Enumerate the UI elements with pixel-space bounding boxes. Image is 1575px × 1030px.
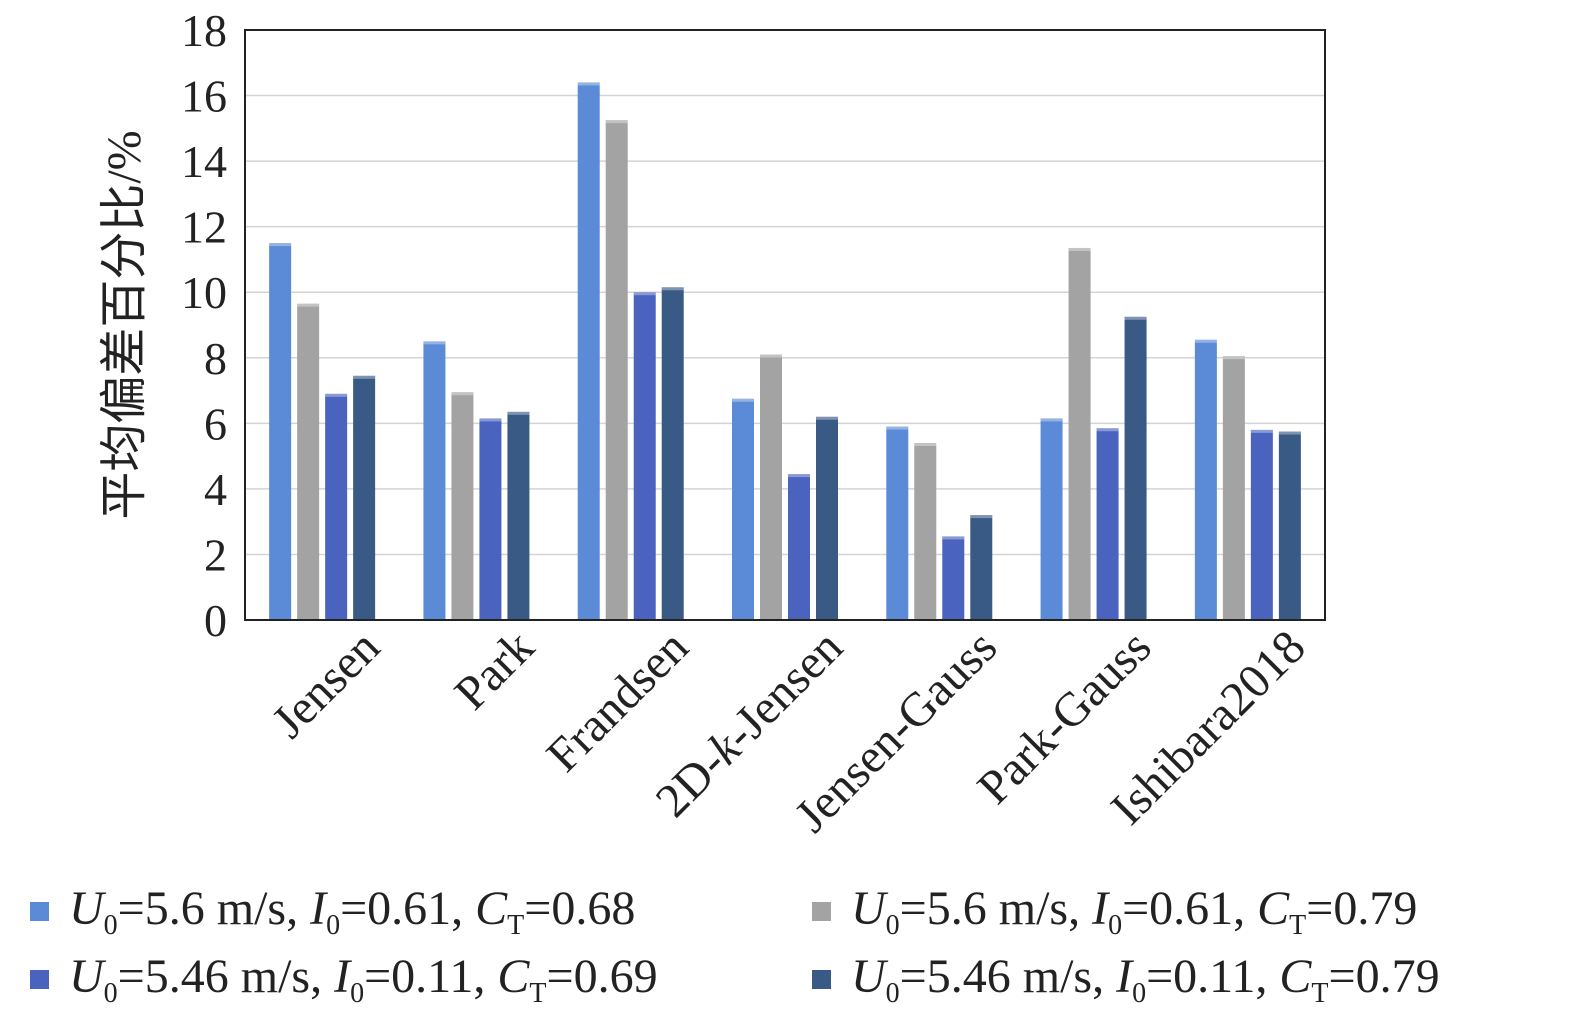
plot-frame (244, 29, 1326, 621)
bar (1124, 316, 1147, 620)
legend-item: U0=5.6 m/s, I0=0.61, CT=0.79 (812, 880, 1417, 942)
bar-highlight (914, 443, 937, 446)
bar-highlight (942, 536, 965, 540)
bar-highlight (423, 341, 446, 345)
legend: U0=5.6 m/s, I0=0.61, CT=0.68 U0=5.6 m/s,… (30, 880, 1560, 1020)
bar-highlight (1278, 431, 1301, 435)
bar-highlight (353, 375, 376, 379)
bar (1250, 429, 1273, 620)
bar-highlight (605, 120, 628, 124)
x-tick-label: Park (445, 620, 545, 720)
bar (760, 354, 782, 620)
y-tick-label: 14 (181, 136, 227, 187)
legend-label: U0=5.46 m/s, I0=0.11, CT=0.79 (851, 949, 1440, 1009)
bar-highlight (760, 354, 782, 358)
bar-highlight (1068, 247, 1091, 251)
bar (507, 411, 530, 620)
bar-highlight (507, 411, 530, 415)
y-tick-label: 6 (204, 398, 227, 449)
legend-label: U0=5.6 m/s, I0=0.61, CT=0.68 (69, 881, 636, 941)
bar-highlight (661, 287, 684, 291)
bar (1096, 428, 1119, 620)
bar-highlight (886, 426, 909, 430)
bar (353, 375, 376, 620)
bar (1222, 356, 1245, 620)
y-tick-label: 0 (204, 595, 227, 646)
y-tick-label: 8 (204, 333, 227, 384)
bar-highlight (479, 418, 502, 422)
y-tick-label: 12 (181, 202, 227, 253)
bar (732, 398, 754, 620)
legend-item: U0=5.46 m/s, I0=0.11, CT=0.79 (812, 948, 1440, 1010)
bar-highlight (1096, 428, 1119, 432)
legend-swatch (812, 901, 831, 921)
y-tick-label: 4 (204, 464, 227, 515)
bar (788, 474, 810, 620)
x-tick-label: Jensen (262, 620, 390, 748)
bar (914, 443, 937, 620)
bar (816, 416, 838, 620)
bar-highlight (1124, 316, 1147, 320)
legend-item: U0=5.6 m/s, I0=0.61, CT=0.68 (30, 880, 635, 942)
y-tick-labels: 0 2 4 6 8 10 12 14 16 18 (181, 5, 227, 646)
y-tick-label: 10 (181, 267, 227, 318)
x-tick-label: Frandsen (537, 620, 699, 782)
bar-highlight (297, 303, 320, 307)
bar (451, 392, 474, 620)
y-tick-label: 18 (181, 5, 227, 56)
bar (1194, 339, 1217, 620)
x-tick-labels: Jensen ParkFrandsen2D-k-JensenJensen-Gaus… (262, 620, 1316, 842)
bar (297, 303, 320, 620)
bar (577, 82, 600, 620)
bar-highlight (1222, 356, 1245, 360)
bar-highlight (451, 392, 474, 396)
y-tick-label: 16 (181, 71, 227, 122)
y-axis-label: 平均偏差百分比/% (98, 130, 151, 519)
bar (605, 120, 628, 620)
bar (1068, 247, 1091, 620)
bars (269, 82, 1301, 621)
bar (1278, 431, 1301, 620)
legend-label: U0=5.6 m/s, I0=0.61, CT=0.79 (851, 881, 1418, 941)
bar-highlight (732, 398, 754, 402)
bar (886, 426, 909, 620)
bar-highlight (325, 393, 348, 397)
y-tick-label: 2 (204, 529, 227, 580)
bar-highlight (970, 515, 993, 519)
bar (325, 393, 348, 620)
bar (479, 418, 502, 620)
bar (269, 243, 292, 621)
legend-label: U0=5.46 m/s, I0=0.11, CT=0.69 (69, 949, 658, 1009)
gridlines (245, 94, 1325, 556)
bar-highlight (269, 243, 292, 247)
bar-highlight (1040, 418, 1063, 422)
bar-highlight (1250, 429, 1273, 433)
bar-highlight (577, 82, 600, 86)
bar (970, 515, 993, 620)
legend-swatch (30, 901, 49, 921)
legend-swatch (30, 969, 49, 989)
bar-highlight (1194, 339, 1217, 343)
bar (1040, 418, 1063, 620)
legend-swatch (812, 969, 831, 989)
bar-highlight (788, 474, 810, 478)
bar (661, 287, 684, 620)
bar (942, 536, 965, 620)
bar-highlight (816, 416, 838, 420)
bar (423, 341, 446, 620)
bar (633, 292, 656, 620)
legend-item: U0=5.46 m/s, I0=0.11, CT=0.69 (30, 948, 658, 1010)
bar-highlight (633, 292, 656, 296)
